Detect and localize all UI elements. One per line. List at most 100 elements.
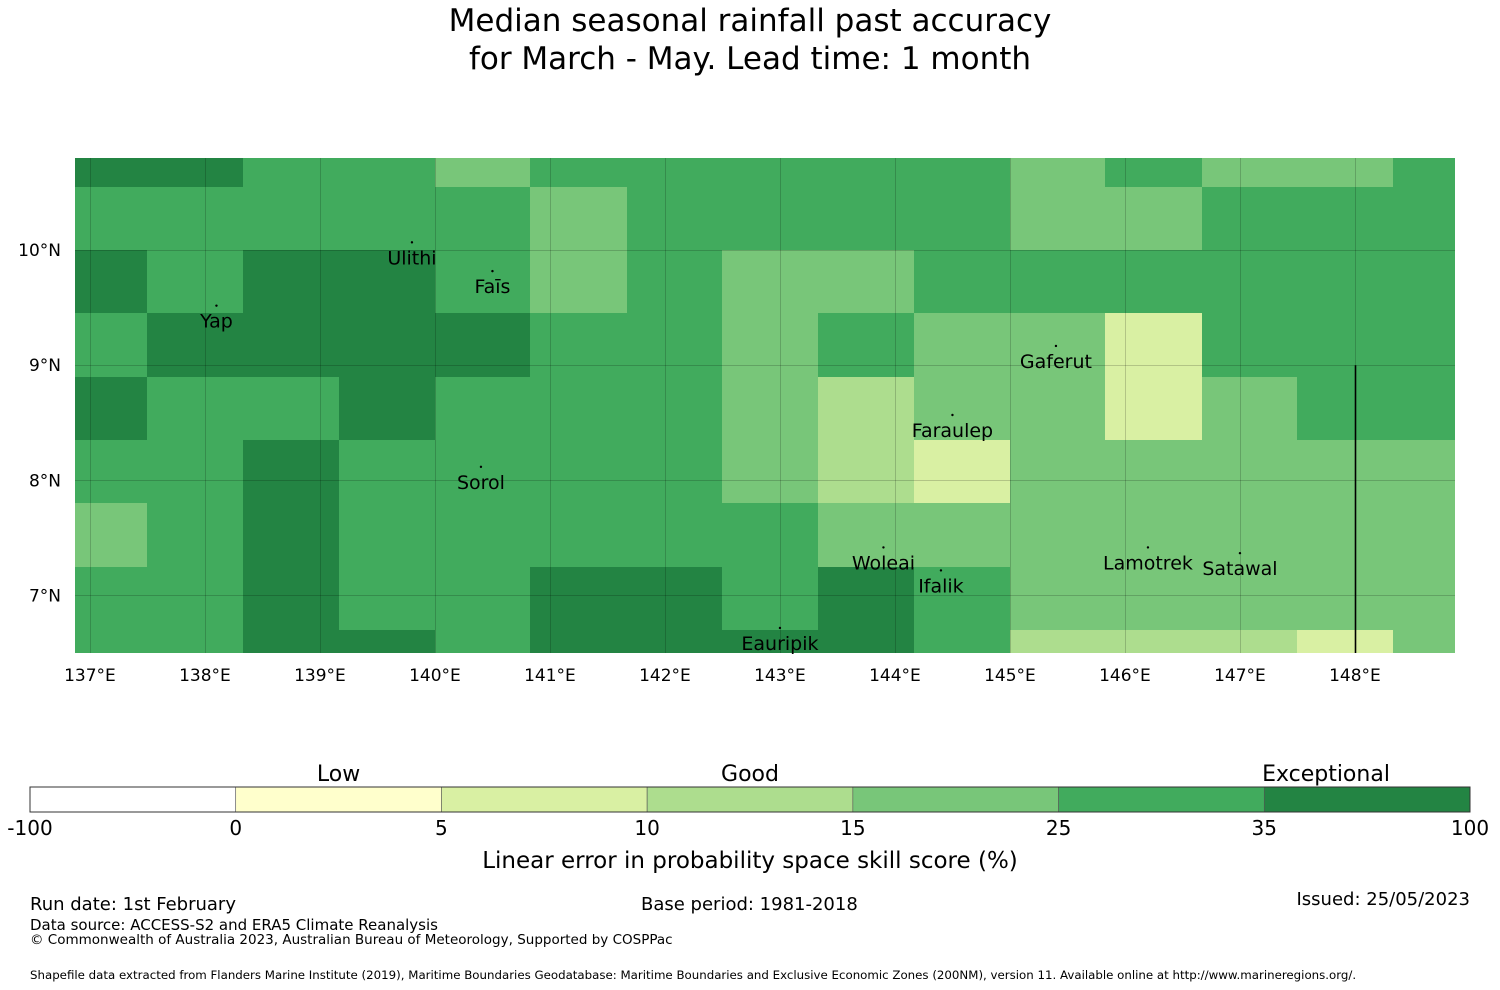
skill-cell — [1297, 503, 1393, 567]
skill-cell — [914, 440, 1010, 503]
skill-cell — [435, 630, 530, 653]
skill-cell — [1010, 313, 1105, 377]
skill-cell — [1202, 567, 1297, 630]
island-label: Yap — [199, 311, 233, 333]
skill-cell — [627, 187, 722, 250]
skill-cell — [243, 187, 339, 250]
skill-cell — [243, 567, 339, 630]
chart-title-line2: for March - May. Lead time: 1 month — [468, 41, 1032, 77]
lon-tick-label: 148°E — [1329, 666, 1381, 686]
skill-cell — [627, 158, 722, 187]
skill-cell — [1105, 377, 1202, 440]
skill-cell — [627, 567, 722, 630]
island-label: Eauripik — [741, 633, 818, 655]
skill-cell — [1297, 377, 1393, 440]
colorbar-segment — [1263, 786, 1471, 813]
skill-cell — [435, 567, 530, 630]
skill-cell — [147, 313, 243, 377]
skill-cell — [435, 440, 530, 503]
skill-cell — [339, 250, 435, 313]
skill-cell — [1010, 187, 1105, 250]
skill-cell — [1202, 158, 1297, 187]
skill-cell — [1105, 250, 1202, 313]
lon-tick-label: 140°E — [409, 666, 461, 686]
skill-cell — [914, 158, 1010, 187]
skill-cell — [1393, 158, 1455, 187]
colorbar-tick-label: 25 — [1046, 816, 1071, 840]
skill-cell — [627, 630, 722, 653]
skill-cell — [818, 440, 914, 503]
island-label: Faīs — [474, 276, 510, 298]
base-period: Base period: 1981-2018 — [641, 894, 858, 915]
skill-cell — [818, 313, 914, 377]
skill-cell — [243, 503, 339, 567]
colorbar-tick-label: -100 — [7, 816, 52, 840]
skill-cell — [1393, 313, 1455, 377]
skill-cell — [1297, 250, 1393, 313]
island-marker — [1238, 551, 1242, 555]
skill-cell — [1010, 567, 1105, 630]
skill-cell — [75, 377, 147, 440]
lon-tick-label: 139°E — [294, 666, 346, 686]
skill-cell — [818, 187, 914, 250]
skill-cell — [1010, 503, 1105, 567]
skill-cell — [722, 158, 818, 187]
skill-cell — [530, 250, 627, 313]
skill-cell — [1393, 187, 1455, 250]
skill-cell — [243, 158, 339, 187]
skill-cell — [914, 567, 1010, 630]
issued-date: Issued: 25/05/2023 — [1296, 889, 1470, 910]
island-marker — [951, 413, 954, 417]
skill-cell — [75, 187, 147, 250]
skill-cell — [147, 187, 243, 250]
island-marker — [939, 569, 943, 572]
skill-cell — [243, 250, 339, 313]
skill-cell — [818, 567, 914, 630]
skill-cell — [722, 630, 818, 653]
skill-cell — [1297, 440, 1393, 503]
colorbar-segment — [1058, 786, 1265, 813]
skill-cell — [75, 440, 147, 503]
skill-cell — [530, 503, 627, 567]
lat-tick-label: 10°N — [18, 241, 61, 261]
skill-cell — [75, 567, 147, 630]
skill-cell — [1010, 630, 1105, 653]
skill-cell — [530, 567, 627, 630]
island-marker — [778, 626, 782, 630]
skill-cell — [339, 567, 435, 630]
skill-cell — [1010, 440, 1105, 503]
lon-tick-label: 145°E — [984, 666, 1036, 686]
skill-cell — [1297, 567, 1393, 630]
island-label: Gaferut — [1020, 351, 1092, 373]
skill-cell — [147, 630, 243, 653]
colorbar-segment — [441, 786, 648, 813]
skill-cell — [339, 377, 435, 440]
skill-cell — [818, 503, 914, 567]
chart-title-line1: Median seasonal rainfall past accuracy — [448, 3, 1052, 39]
data-source: Data source: ACCESS-S2 and ERA5 Climate … — [30, 916, 438, 934]
skill-cell — [1393, 503, 1455, 567]
skill-cell — [339, 158, 435, 187]
skill-cell — [1105, 630, 1202, 653]
colorbar-category-label: Good — [721, 762, 779, 787]
island-marker — [1054, 344, 1058, 348]
skill-cell — [1105, 567, 1202, 630]
colorbar-tick-label: 10 — [634, 816, 659, 840]
island-marker — [410, 241, 414, 244]
skill-cell — [243, 440, 339, 503]
run-date: Run date: 1st February — [30, 894, 236, 915]
skill-cell — [339, 630, 435, 653]
island-label: Ulithi — [387, 247, 436, 269]
colorbar-tick-label: 35 — [1252, 816, 1277, 840]
chart-title: Median seasonal rainfall past accuracy f… — [0, 2, 1500, 78]
skill-cell — [75, 158, 147, 187]
skill-cell — [339, 313, 435, 377]
skill-cell — [435, 377, 530, 440]
skill-cell — [339, 187, 435, 250]
skill-cell — [1202, 503, 1297, 567]
skill-cell — [627, 250, 722, 313]
skill-cell — [722, 567, 818, 630]
skill-cell — [435, 250, 530, 313]
colorbar-segment — [235, 786, 442, 813]
